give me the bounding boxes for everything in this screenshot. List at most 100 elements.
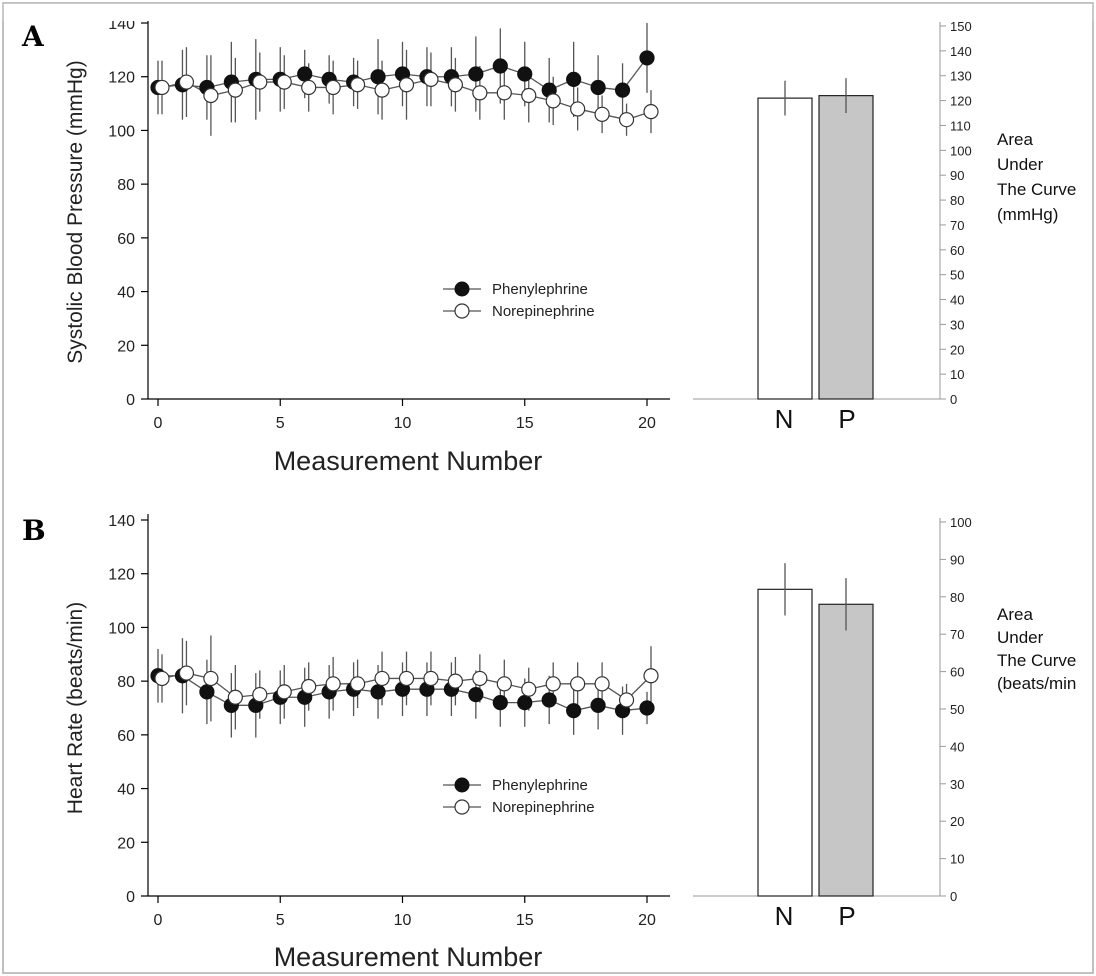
auc-label-line: (mmHg) xyxy=(997,205,1058,224)
data-point-norepinephrine xyxy=(350,676,366,692)
right-y-tick-label: 40 xyxy=(950,293,964,308)
data-point-phenylephrine xyxy=(639,700,655,716)
y-tick-label: 140 xyxy=(108,513,135,530)
data-point-norepinephrine xyxy=(496,85,512,101)
data-point-norepinephrine xyxy=(618,692,635,708)
legend-norepinephrine-marker xyxy=(454,303,470,319)
data-point-norepinephrine xyxy=(643,668,659,684)
right-y-tick-label: 30 xyxy=(950,317,964,332)
x-tick-label: 15 xyxy=(516,912,534,929)
panel-a-y-axis-label: Systolic Blood Pressure (mmHg) xyxy=(64,60,87,363)
data-point-norepinephrine xyxy=(594,106,610,122)
data-point-norepinephrine xyxy=(521,87,537,104)
data-point-norepinephrine xyxy=(447,77,463,93)
right-y-tick-label: 80 xyxy=(950,590,964,605)
y-tick-label: 100 xyxy=(108,620,135,637)
x-tick-label: 15 xyxy=(516,415,534,432)
data-point-norepinephrine xyxy=(276,684,292,700)
y-tick-label: 20 xyxy=(117,338,135,355)
data-point-norepinephrine xyxy=(178,665,195,681)
y-tick-label: 40 xyxy=(117,285,135,302)
panel-b-bar-category-p: P xyxy=(838,901,855,931)
right-y-tick-label: 90 xyxy=(950,168,964,183)
x-tick-label: 10 xyxy=(394,415,412,432)
panel-b-auc-label: Area Under The Curve (beats/min xyxy=(997,605,1076,693)
right-y-tick-label: 10 xyxy=(950,367,964,382)
data-point-norepinephrine xyxy=(227,689,243,705)
data-point-phenylephrine xyxy=(566,71,582,88)
data-point-phenylephrine xyxy=(590,79,606,96)
x-tick-label: 0 xyxy=(154,415,163,432)
data-point-norepinephrine xyxy=(374,670,390,687)
data-point-phenylephrine xyxy=(590,697,606,713)
right-y-tick-label: 40 xyxy=(950,739,964,754)
y-tick-label: 40 xyxy=(117,782,135,799)
data-point-norepinephrine xyxy=(521,681,537,697)
bar-n xyxy=(757,97,813,400)
data-point-norepinephrine xyxy=(374,82,390,98)
data-point-phenylephrine xyxy=(297,66,313,82)
data-point-norepinephrine xyxy=(570,101,586,117)
right-y-tick-label: 0 xyxy=(950,392,957,407)
right-y-tick-label: 10 xyxy=(950,852,964,867)
panel-a-letter: A xyxy=(21,20,45,53)
right-y-tick-label: 20 xyxy=(950,342,964,357)
data-point-norepinephrine xyxy=(423,71,439,88)
data-point-phenylephrine xyxy=(492,58,508,74)
right-y-tick-label: 50 xyxy=(950,268,964,283)
data-point-norepinephrine xyxy=(325,676,341,692)
right-y-tick-label: 60 xyxy=(950,665,964,680)
data-point-phenylephrine xyxy=(614,82,631,98)
y-tick-label: 60 xyxy=(117,728,135,745)
data-point-norepinephrine xyxy=(350,77,366,93)
panel-a-x-axis-label: Measurement Number xyxy=(274,446,543,476)
right-y-tick-label: 140 xyxy=(950,44,972,59)
auc-label-line: Under xyxy=(997,628,1044,647)
right-y-tick-label: 100 xyxy=(950,515,972,530)
data-point-norepinephrine xyxy=(178,74,195,90)
top-clip-mask xyxy=(0,3,1096,21)
right-y-tick-label: 120 xyxy=(950,94,972,109)
panel-b-letter: B xyxy=(22,514,46,547)
x-tick-label: 0 xyxy=(154,912,163,929)
bar-n xyxy=(757,588,813,897)
right-y-tick-label: 150 xyxy=(950,19,972,34)
data-point-phenylephrine xyxy=(199,684,215,700)
legend-phenylephrine-marker xyxy=(454,281,470,297)
right-y-tick-label: 70 xyxy=(950,218,964,233)
panel-a-bar-chart: 0 10 20 30 40 50 60 70 80 90 100 110 120 130 140 150 xyxy=(693,19,972,407)
right-y-tick-label: 30 xyxy=(950,777,964,792)
x-tick-label: 20 xyxy=(638,912,656,929)
data-point-norepinephrine xyxy=(472,85,488,101)
data-point-norepinephrine xyxy=(154,670,170,687)
right-y-tick-label: 60 xyxy=(950,243,964,258)
panel-b-legend: Phenylephrine Norepinephrine xyxy=(443,777,595,816)
y-tick-label: 80 xyxy=(117,674,135,691)
y-tick-label: 100 xyxy=(108,123,135,140)
y-tick-label: 60 xyxy=(117,231,135,248)
x-tick-label: 5 xyxy=(276,912,285,929)
data-point-phenylephrine xyxy=(468,66,484,82)
legend-phenylephrine-label: Phenylephrine xyxy=(492,281,588,298)
data-point-norepinephrine xyxy=(472,670,488,687)
data-point-norepinephrine xyxy=(252,686,268,703)
data-point-phenylephrine xyxy=(492,695,508,711)
auc-label-line: (beats/min xyxy=(997,674,1076,693)
data-point-norepinephrine xyxy=(301,678,317,695)
data-point-norepinephrine xyxy=(398,77,415,93)
bar-p xyxy=(818,603,874,897)
data-point-norepinephrine xyxy=(643,104,659,120)
x-tick-label: 5 xyxy=(276,415,285,432)
right-y-tick-label: 0 xyxy=(950,889,957,904)
data-point-norepinephrine xyxy=(447,673,463,689)
data-point-phenylephrine xyxy=(541,692,557,708)
right-y-tick-label: 100 xyxy=(950,143,972,158)
data-point-norepinephrine xyxy=(203,87,219,104)
panel-a-bar-category-n: N xyxy=(775,404,794,434)
panel-b-y-axis-label: Heart Rate (beats/min) xyxy=(64,602,87,814)
x-tick-label: 10 xyxy=(394,912,412,929)
legend-phenylephrine-label: Phenylephrine xyxy=(492,777,588,794)
